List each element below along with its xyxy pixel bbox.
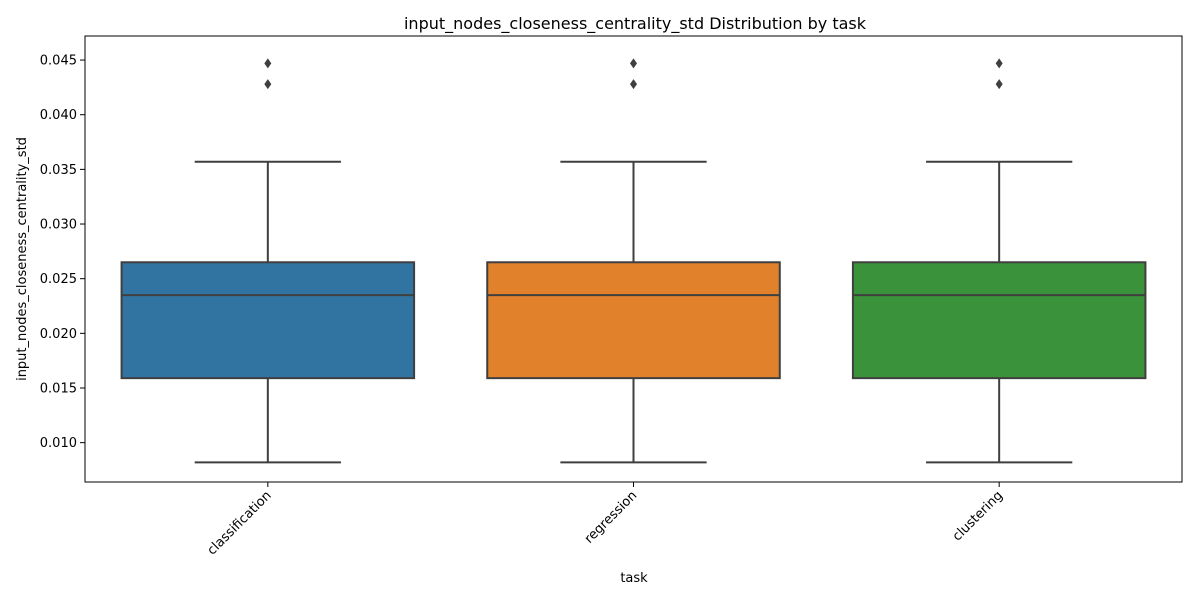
x-tick-label-clustering: clustering: [950, 488, 1006, 544]
x-tick-label-regression: regression: [582, 488, 640, 546]
outlier-clustering-1: [995, 58, 1003, 69]
x-axis: classification regression clustering: [205, 482, 1006, 558]
box-group-classification: [120, 58, 416, 464]
box-clustering: [851, 261, 1147, 380]
y-axis-label: input_nodes_closeness_centrality_std: [15, 137, 30, 381]
y-tick-label: 0.015: [40, 381, 77, 396]
y-tick-label: 0.045: [40, 54, 77, 69]
y-tick-label: 0.035: [40, 163, 77, 178]
x-axis-label: task: [620, 571, 648, 586]
outlier-regression-1: [630, 58, 637, 69]
box-regression: [486, 261, 781, 380]
box-group-clustering: [851, 58, 1147, 464]
y-tick-label: 0.040: [40, 108, 77, 123]
y-tick-label: 0.020: [40, 327, 77, 342]
outlier-classification-1: [264, 58, 272, 69]
chart-title: input_nodes_closeness_centrality_std Dis…: [404, 14, 867, 34]
box-group-regression: [486, 58, 781, 464]
box-classification: [120, 261, 416, 380]
x-tick-label-classification: classification: [205, 488, 275, 558]
y-tick-label: 0.030: [40, 218, 77, 233]
y-tick-label: 0.025: [40, 272, 77, 287]
outlier-clustering-0: [995, 79, 1003, 90]
y-tick-label: 0.010: [40, 436, 77, 451]
outlier-classification-0: [264, 79, 272, 90]
plot-area: [120, 58, 1147, 464]
outlier-regression-0: [630, 79, 637, 90]
y-axis: 0.010 0.015 0.020 0.025 0.030 0.035 0.040 0.045: [40, 54, 85, 451]
